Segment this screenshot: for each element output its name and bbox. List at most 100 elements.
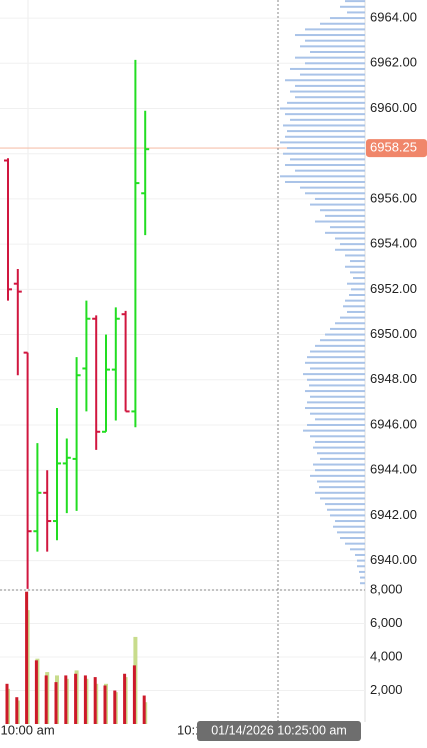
profile-row	[295, 56, 365, 59]
profile-row	[295, 34, 365, 37]
x-tick-label: 10:1	[177, 722, 202, 737]
y-tick-label: 6962.00	[370, 55, 417, 70]
profile-row	[320, 339, 365, 342]
profile-row	[280, 141, 365, 144]
profile-row	[340, 316, 365, 319]
volume-bars	[5, 591, 148, 724]
profile-row	[310, 435, 365, 438]
profile-row	[340, 5, 365, 8]
profile-row	[335, 322, 365, 325]
profile-row	[310, 474, 365, 477]
volume-bar	[93, 677, 97, 724]
profile-row	[337, 531, 365, 534]
profile-row	[355, 553, 365, 556]
profile-row	[350, 548, 365, 551]
volume-bar	[103, 685, 107, 724]
profile-row	[327, 508, 365, 511]
profile-row	[303, 373, 365, 376]
y-tick-label: 6964.00	[370, 10, 417, 25]
profile-row	[287, 147, 365, 150]
profile-row	[359, 570, 365, 573]
profile-row	[357, 559, 365, 562]
volume-tick-label: 2,000	[370, 682, 403, 697]
profile-row	[357, 565, 365, 568]
y-tick-label: 6956.00	[370, 190, 417, 205]
volume-bar	[44, 675, 48, 724]
crosshair-label: 01/14/2026 10:25:00 am	[211, 723, 347, 737]
crosshair-label-box	[197, 721, 361, 741]
volume-bar	[15, 697, 19, 724]
volume-tick-label: 4,000	[370, 648, 403, 663]
axis-labels: 6940.00 6942.00 6944.00 6946.00 6948.00 6950.…	[0, 10, 427, 737]
y-tick-label: 6950.00	[370, 326, 417, 341]
profile-row	[290, 90, 365, 93]
profile-row	[330, 17, 365, 20]
profile-row	[285, 164, 365, 167]
profile-row	[349, 294, 365, 296]
profile-row	[310, 395, 365, 398]
volume-bar	[142, 695, 146, 724]
y-tick-label: 6954.00	[370, 236, 417, 251]
y-tick-label: 6948.00	[370, 371, 417, 386]
profile-row	[310, 50, 365, 53]
profile-row	[343, 305, 365, 308]
profile-row	[345, 0, 365, 3]
profile-row	[347, 310, 365, 313]
volume-bar	[123, 673, 127, 724]
y-tick-label: 6960.00	[370, 100, 417, 115]
profile-row	[285, 113, 365, 116]
last-price-box	[366, 139, 427, 158]
y-tick-label: 6942.00	[370, 507, 417, 522]
profile-row	[305, 390, 365, 393]
profile-row	[320, 497, 365, 500]
profile-row	[353, 277, 365, 280]
profile-row	[340, 243, 365, 246]
profile-row	[283, 152, 365, 155]
profile-row	[340, 537, 365, 540]
profile-row	[285, 135, 365, 138]
profile-row	[315, 491, 365, 494]
profile-row	[347, 11, 365, 14]
volume-bar	[54, 682, 58, 724]
profile-row	[315, 418, 365, 421]
volume-bar	[5, 683, 9, 724]
profile-row	[305, 39, 365, 42]
profile-row	[285, 180, 365, 183]
profile-row	[313, 463, 365, 466]
profile-row	[290, 67, 365, 70]
profile-row	[310, 412, 365, 415]
profile-row	[287, 101, 365, 104]
y-tick-label: 6944.00	[370, 462, 417, 477]
profile-row	[307, 378, 365, 381]
last-price-label: 6958.25	[370, 140, 417, 155]
volume-bar	[132, 665, 136, 724]
volume-bar	[34, 660, 38, 724]
profile-row	[319, 486, 365, 489]
profile-row	[350, 260, 365, 263]
profile-row	[345, 299, 365, 302]
profile-row	[280, 175, 365, 178]
profile-row	[317, 452, 365, 455]
profile-row	[315, 220, 365, 223]
profile-row	[295, 84, 365, 87]
volume-bar	[113, 690, 117, 724]
x-tick-label: 10:00 am	[0, 722, 54, 737]
profile-row	[330, 514, 365, 517]
volume-bar	[83, 675, 87, 724]
profile-row	[360, 576, 365, 579]
profile-row	[345, 542, 365, 545]
volume-tick-label: 8,000	[370, 581, 403, 596]
profile-row	[310, 367, 365, 370]
profile-row	[333, 525, 365, 528]
y-tick-label: 6952.00	[370, 281, 417, 296]
profile-row	[335, 237, 365, 240]
y-tick-label: 6946.00	[370, 416, 417, 431]
profile-row	[295, 96, 365, 99]
profile-row	[287, 130, 365, 133]
profile-row	[345, 254, 365, 257]
profile-row	[347, 282, 365, 285]
profile-row	[320, 457, 365, 460]
profile-row	[313, 446, 365, 449]
profile-row	[303, 429, 365, 432]
profile-row	[320, 209, 365, 212]
